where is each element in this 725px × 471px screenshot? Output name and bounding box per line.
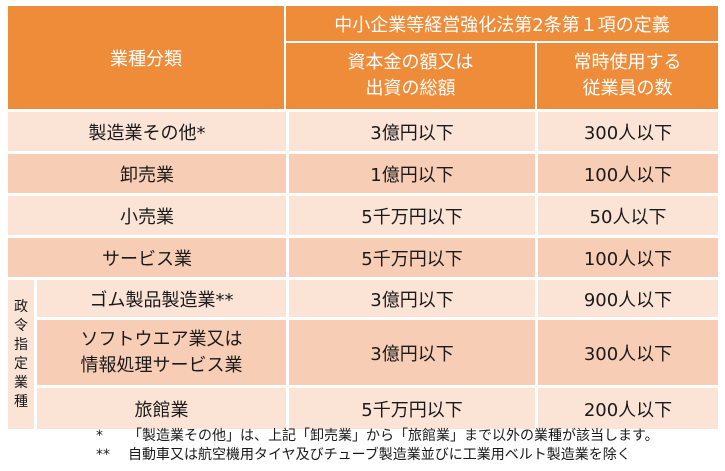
row-employees: 100人以下 bbox=[535, 151, 719, 193]
row-category: サービス業 bbox=[8, 235, 286, 277]
table-row: ソフトウエア業又は 情報処理サービス業 3億円以下 300人以下 bbox=[8, 317, 719, 385]
side-label-char: 政 bbox=[14, 298, 28, 315]
table-row: 旅館業 5千万円以下 200人以下 bbox=[8, 385, 719, 429]
footnote-mark: ** bbox=[96, 447, 110, 463]
row-employees: 900人以下 bbox=[535, 277, 719, 317]
row-employees: 300人以下 bbox=[535, 317, 719, 385]
row-capital: 3億円以下 bbox=[286, 277, 535, 317]
row-category-label: 卸売業 bbox=[120, 164, 174, 186]
row-employees: 50人以下 bbox=[535, 193, 719, 235]
table-row: 卸売業 1億円以下 100人以下 bbox=[8, 151, 719, 193]
header-capital: 資本金の額又は 出資の総額 bbox=[286, 43, 535, 109]
row-capital: 1億円以下 bbox=[286, 151, 535, 193]
sme-definition-table: 業種分類 中小企業等経営強化法第2条第１項の定義 資本金の額又は 出資の総額 常… bbox=[8, 6, 719, 429]
row-category: 製造業その他* bbox=[8, 109, 286, 151]
footnote: * 「製造業その他」は、上記「卸売業」から「旅館業」まで以外の業種が該当します。 bbox=[96, 427, 659, 446]
header-employees: 常時使用する 従業員の数 bbox=[535, 43, 719, 109]
row-category: 旅館業 bbox=[34, 385, 286, 429]
row-category-line2: 情報処理サービス業 bbox=[80, 354, 243, 376]
side-label-char: 定 bbox=[14, 355, 28, 372]
row-category-label: 旅館業 bbox=[134, 399, 189, 421]
row-employees: 300人以下 bbox=[535, 109, 719, 151]
header-definition-label: 中小企業等経営強化法第2条第１項の定義 bbox=[334, 14, 670, 36]
footnotes: * 「製造業その他」は、上記「卸売業」から「旅館業」まで以外の業種が該当します。 … bbox=[96, 427, 659, 465]
row-category: 卸売業 bbox=[8, 151, 286, 193]
row-capital: 3億円以下 bbox=[286, 317, 535, 385]
row-capital: 3億円以下 bbox=[286, 109, 535, 151]
header-employees-line2: 従業員の数 bbox=[582, 78, 673, 99]
row-employees: 100人以下 bbox=[535, 235, 719, 277]
row-capital: 5千万円以下 bbox=[286, 235, 535, 277]
side-label-char: 令 bbox=[14, 317, 28, 334]
row-capital: 5千万円以下 bbox=[286, 193, 535, 235]
table-row: 小売業 5千万円以下 50人以下 bbox=[8, 193, 719, 235]
row-category-label: 製造業その他* bbox=[88, 122, 206, 144]
header-definition: 中小企業等経営強化法第2条第１項の定義 bbox=[286, 6, 719, 43]
side-label-char: 指 bbox=[14, 336, 28, 353]
table-row: サービス業 5千万円以下 100人以下 bbox=[8, 235, 719, 277]
footnote-mark: * bbox=[96, 428, 103, 444]
row-category-label: 小売業 bbox=[120, 206, 174, 228]
side-label-char: 業 bbox=[14, 374, 28, 391]
footnote-text: 自動車又は航空機用タイヤ及びチューブ製造業並びに工業用ベルト製造業を除く bbox=[128, 447, 631, 463]
row-category-line1: ソフトウエア業又は bbox=[80, 328, 243, 350]
table-row: 製造業その他* 3億円以下 300人以下 bbox=[8, 109, 719, 151]
row-category: ゴム製品製造業** bbox=[34, 277, 286, 317]
government-designated-label: 政 令 指 定 業 種 bbox=[8, 277, 34, 429]
row-employees: 200人以下 bbox=[535, 385, 719, 429]
row-category-label: ゴム製品製造業** bbox=[89, 289, 234, 311]
header-category: 業種分類 bbox=[8, 6, 286, 109]
side-label-char: 種 bbox=[14, 393, 28, 410]
table-row: 政 令 指 定 業 種 ゴム製品製造業** 3億円以下 900人以下 bbox=[8, 277, 719, 429]
row-category-label: サービス業 bbox=[102, 248, 192, 270]
header-capital-line2: 出資の総額 bbox=[365, 78, 456, 99]
footnote: ** 自動車又は航空機用タイヤ及びチューブ製造業並びに工業用ベルト製造業を除く bbox=[96, 446, 659, 465]
row-capital: 5千万円以下 bbox=[286, 385, 535, 429]
header-capital-line1: 資本金の額又は bbox=[347, 52, 474, 73]
footnote-text: 「製造業その他」は、上記「卸売業」から「旅館業」まで以外の業種が該当します。 bbox=[128, 428, 659, 444]
row-category: 小売業 bbox=[8, 193, 286, 235]
header-category-label: 業種分類 bbox=[110, 48, 182, 70]
header-employees-line1: 常時使用する bbox=[573, 52, 682, 73]
row-category: ソフトウエア業又は 情報処理サービス業 bbox=[34, 317, 286, 385]
